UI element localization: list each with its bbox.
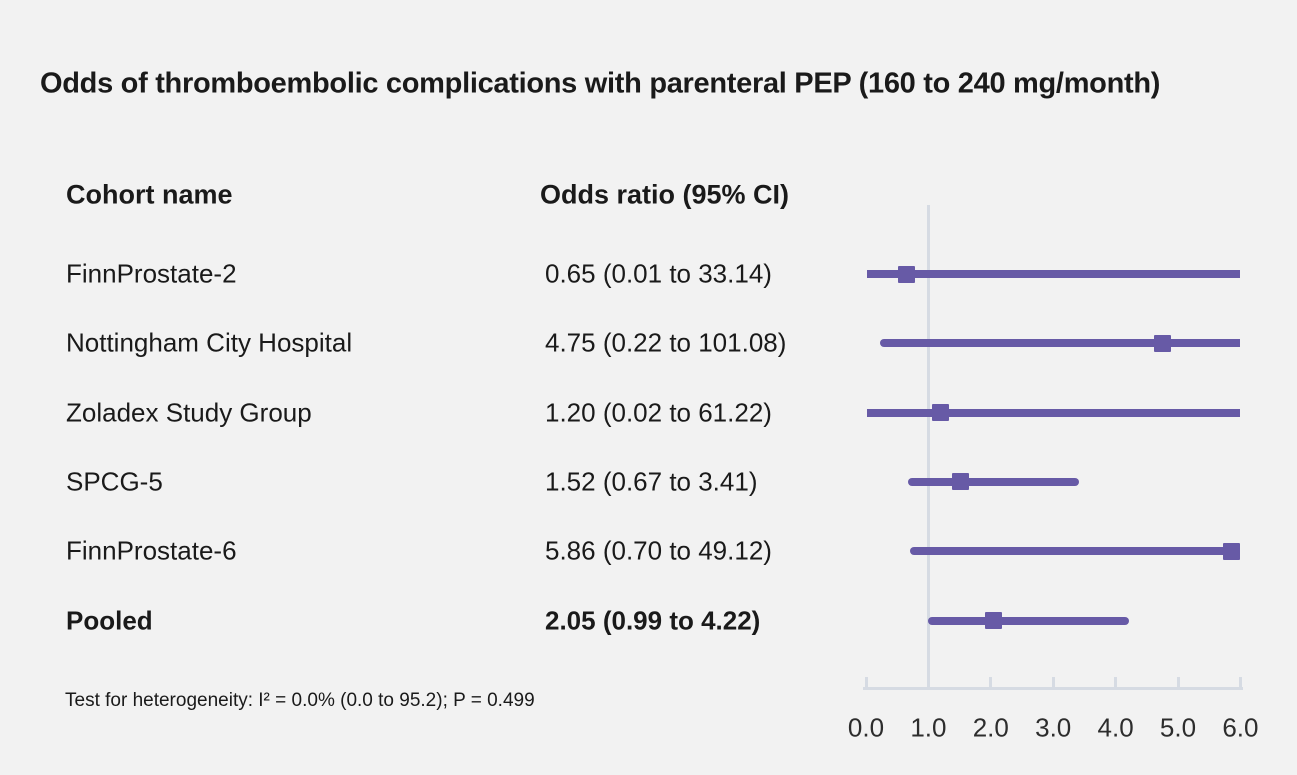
x-axis-label-2.0: 2.0 [972,712,1009,743]
x-axis-tick-3.0 [1051,677,1055,687]
or-marker-5 [985,612,1003,629]
chart-title: Odds of thromboembolic complications wit… [40,67,1161,100]
or-marker-1 [1153,334,1171,352]
cohort-name-2: Zoladex Study Group [66,397,312,428]
or-marker-0 [898,265,916,283]
x-axis-tick-0.0 [864,677,868,687]
x-axis-tick-2.0 [989,677,993,687]
x-axis-tick-6.0 [1238,677,1242,687]
x-axis-tick-5.0 [1176,677,1180,687]
x-axis-tick-4.0 [1114,677,1118,687]
x-axis-line [863,687,1244,690]
ci-line-2 [867,408,1241,417]
column-header-cohort-name: Cohort name [66,179,233,210]
heterogeneity-footnote: Test for heterogeneity: I² = 0.0% (0.0 t… [65,690,535,711]
odds-ratio-value-2: 1.20 (0.02 to 61.22) [545,397,772,428]
or-marker-2 [932,404,950,422]
cohort-name-1: Nottingham City Hospital [66,327,353,358]
x-axis-label-4.0: 4.0 [1097,712,1134,743]
column-header-odds-ratio: Odds ratio (95% CI) [540,179,790,210]
x-axis-label-3.0: 3.0 [1035,712,1072,743]
ci-line-3 [907,477,1079,486]
odds-ratio-value-0: 0.65 (0.01 to 33.14) [545,258,772,289]
ci-line-0 [866,270,1241,278]
ci-line-5 [927,616,1130,625]
odds-ratio-value-3: 1.52 (0.67 to 3.41) [545,466,758,497]
ci-line-4 [909,547,1241,556]
odds-ratio-value-5: 2.05 (0.99 to 4.22) [545,605,761,635]
cohort-name-4: FinnProstate-6 [66,535,237,566]
ci-line-1 [879,339,1241,348]
odds-ratio-value-4: 5.86 (0.70 to 49.12) [545,535,772,566]
x-axis-label-0.0: 0.0 [847,712,885,743]
x-axis-label-6.0: 6.0 [1222,712,1259,743]
odds-ratio-value-1: 4.75 (0.22 to 101.08) [545,327,787,358]
or-marker-4 [1223,542,1241,560]
x-axis-label-1.0: 1.0 [910,712,947,743]
cohort-name-0: FinnProstate-2 [66,258,237,289]
x-axis-tick-1.0 [926,677,930,687]
cohort-name-3: SPCG-5 [66,466,163,497]
cohort-name-5: Pooled [66,605,153,635]
x-axis-label-5.0: 5.0 [1159,712,1197,743]
reference-line-or-1 [926,205,930,690]
or-marker-3 [952,473,970,491]
